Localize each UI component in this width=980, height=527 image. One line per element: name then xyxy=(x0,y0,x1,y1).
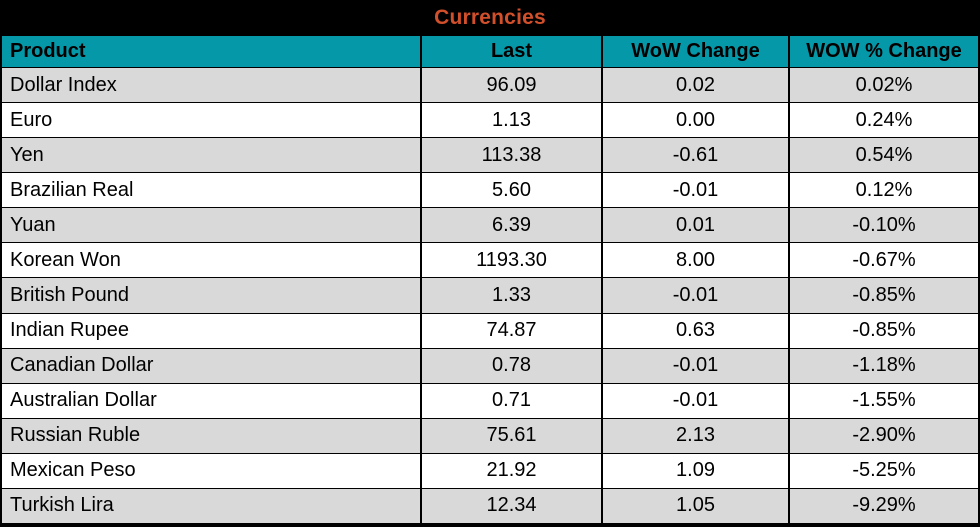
table-title: Currencies xyxy=(2,0,978,36)
wow-pct-change-cell: -1.55% xyxy=(790,383,978,418)
last-cell: 0.71 xyxy=(422,383,601,418)
last-cell: 96.09 xyxy=(422,68,601,103)
last-cell: 5.60 xyxy=(422,173,601,208)
table-row: Yen 113.38 -0.61 0.54% xyxy=(2,138,978,174)
product-cell: Turkish Lira xyxy=(2,488,420,524)
wow-change-cell: 0.02 xyxy=(603,68,788,103)
last-cell: 1193.30 xyxy=(422,243,601,278)
table-row: Euro 1.13 0.00 0.24% xyxy=(2,103,978,139)
product-cell: Yen xyxy=(2,138,420,173)
last-cell: 1.33 xyxy=(422,278,601,313)
wow-pct-change-cell: -0.85% xyxy=(790,313,978,348)
wow-change-cell: -0.01 xyxy=(603,348,788,383)
header-last: Last xyxy=(422,36,601,67)
table-row: Yuan 6.39 0.01 -0.10% xyxy=(2,208,978,244)
last-cell: 1.13 xyxy=(422,103,601,138)
product-cell: Dollar Index xyxy=(2,68,420,103)
wow-pct-change-cell: -5.25% xyxy=(790,453,978,488)
wow-pct-change-cell: -9.29% xyxy=(790,488,978,524)
wow-pct-change-cell: 0.02% xyxy=(790,68,978,103)
wow-pct-change-cell: -2.90% xyxy=(790,418,978,453)
wow-change-cell: 8.00 xyxy=(603,243,788,278)
last-cell: 0.78 xyxy=(422,348,601,383)
header-row: Product Last WoW Change WOW % Change xyxy=(2,36,978,68)
table-row: British Pound 1.33 -0.01 -0.85% xyxy=(2,278,978,314)
table-row: Australian Dollar 0.71 -0.01 -1.55% xyxy=(2,383,978,419)
product-cell: Yuan xyxy=(2,208,420,243)
wow-change-cell: -0.01 xyxy=(603,278,788,313)
table-body: Dollar Index 96.09 0.02 0.02% Euro 1.13 0.00 0.… xyxy=(2,68,978,524)
last-cell: 6.39 xyxy=(422,208,601,243)
wow-pct-change-cell: 0.24% xyxy=(790,103,978,138)
table-row: Korean Won 1193.30 8.00 -0.67% xyxy=(2,243,978,279)
table-row: Turkish Lira 12.34 1.05 -9.29% xyxy=(2,488,978,524)
last-cell: 12.34 xyxy=(422,488,601,524)
wow-change-cell: -0.01 xyxy=(603,383,788,418)
wow-change-cell: -0.61 xyxy=(603,138,788,173)
table-row: Dollar Index 96.09 0.02 0.02% xyxy=(2,68,978,104)
wow-pct-change-cell: -0.10% xyxy=(790,208,978,243)
wow-change-cell: 0.01 xyxy=(603,208,788,243)
last-cell: 21.92 xyxy=(422,453,601,488)
last-cell: 75.61 xyxy=(422,418,601,453)
wow-change-cell: 0.63 xyxy=(603,313,788,348)
header-wow-change: WoW Change xyxy=(603,36,788,67)
last-cell: 113.38 xyxy=(422,138,601,173)
header-product: Product xyxy=(2,36,420,67)
wow-pct-change-cell: 0.12% xyxy=(790,173,978,208)
table-row: Canadian Dollar 0.78 -0.01 -1.18% xyxy=(2,348,978,384)
product-cell: Australian Dollar xyxy=(2,383,420,418)
wow-change-cell: 2.13 xyxy=(603,418,788,453)
table-row: Mexican Peso 21.92 1.09 -5.25% xyxy=(2,453,978,489)
product-cell: Euro xyxy=(2,103,420,138)
wow-change-cell: 1.09 xyxy=(603,453,788,488)
product-cell: Brazilian Real xyxy=(2,173,420,208)
table-row: Indian Rupee 74.87 0.63 -0.85% xyxy=(2,313,978,349)
wow-pct-change-cell: -1.18% xyxy=(790,348,978,383)
wow-pct-change-cell: 0.54% xyxy=(790,138,978,173)
product-cell: British Pound xyxy=(2,278,420,313)
wow-change-cell: 0.00 xyxy=(603,103,788,138)
wow-change-cell: 1.05 xyxy=(603,488,788,524)
header-wow-pct-change: WOW % Change xyxy=(790,36,978,67)
last-cell: 74.87 xyxy=(422,313,601,348)
table-row: Russian Ruble 75.61 2.13 -2.90% xyxy=(2,418,978,454)
product-cell: Russian Ruble xyxy=(2,418,420,453)
product-cell: Korean Won xyxy=(2,243,420,278)
product-cell: Mexican Peso xyxy=(2,453,420,488)
product-cell: Canadian Dollar xyxy=(2,348,420,383)
wow-change-cell: -0.01 xyxy=(603,173,788,208)
table-row: Brazilian Real 5.60 -0.01 0.12% xyxy=(2,173,978,209)
product-cell: Indian Rupee xyxy=(2,313,420,348)
wow-pct-change-cell: -0.67% xyxy=(790,243,978,278)
wow-pct-change-cell: -0.85% xyxy=(790,278,978,313)
